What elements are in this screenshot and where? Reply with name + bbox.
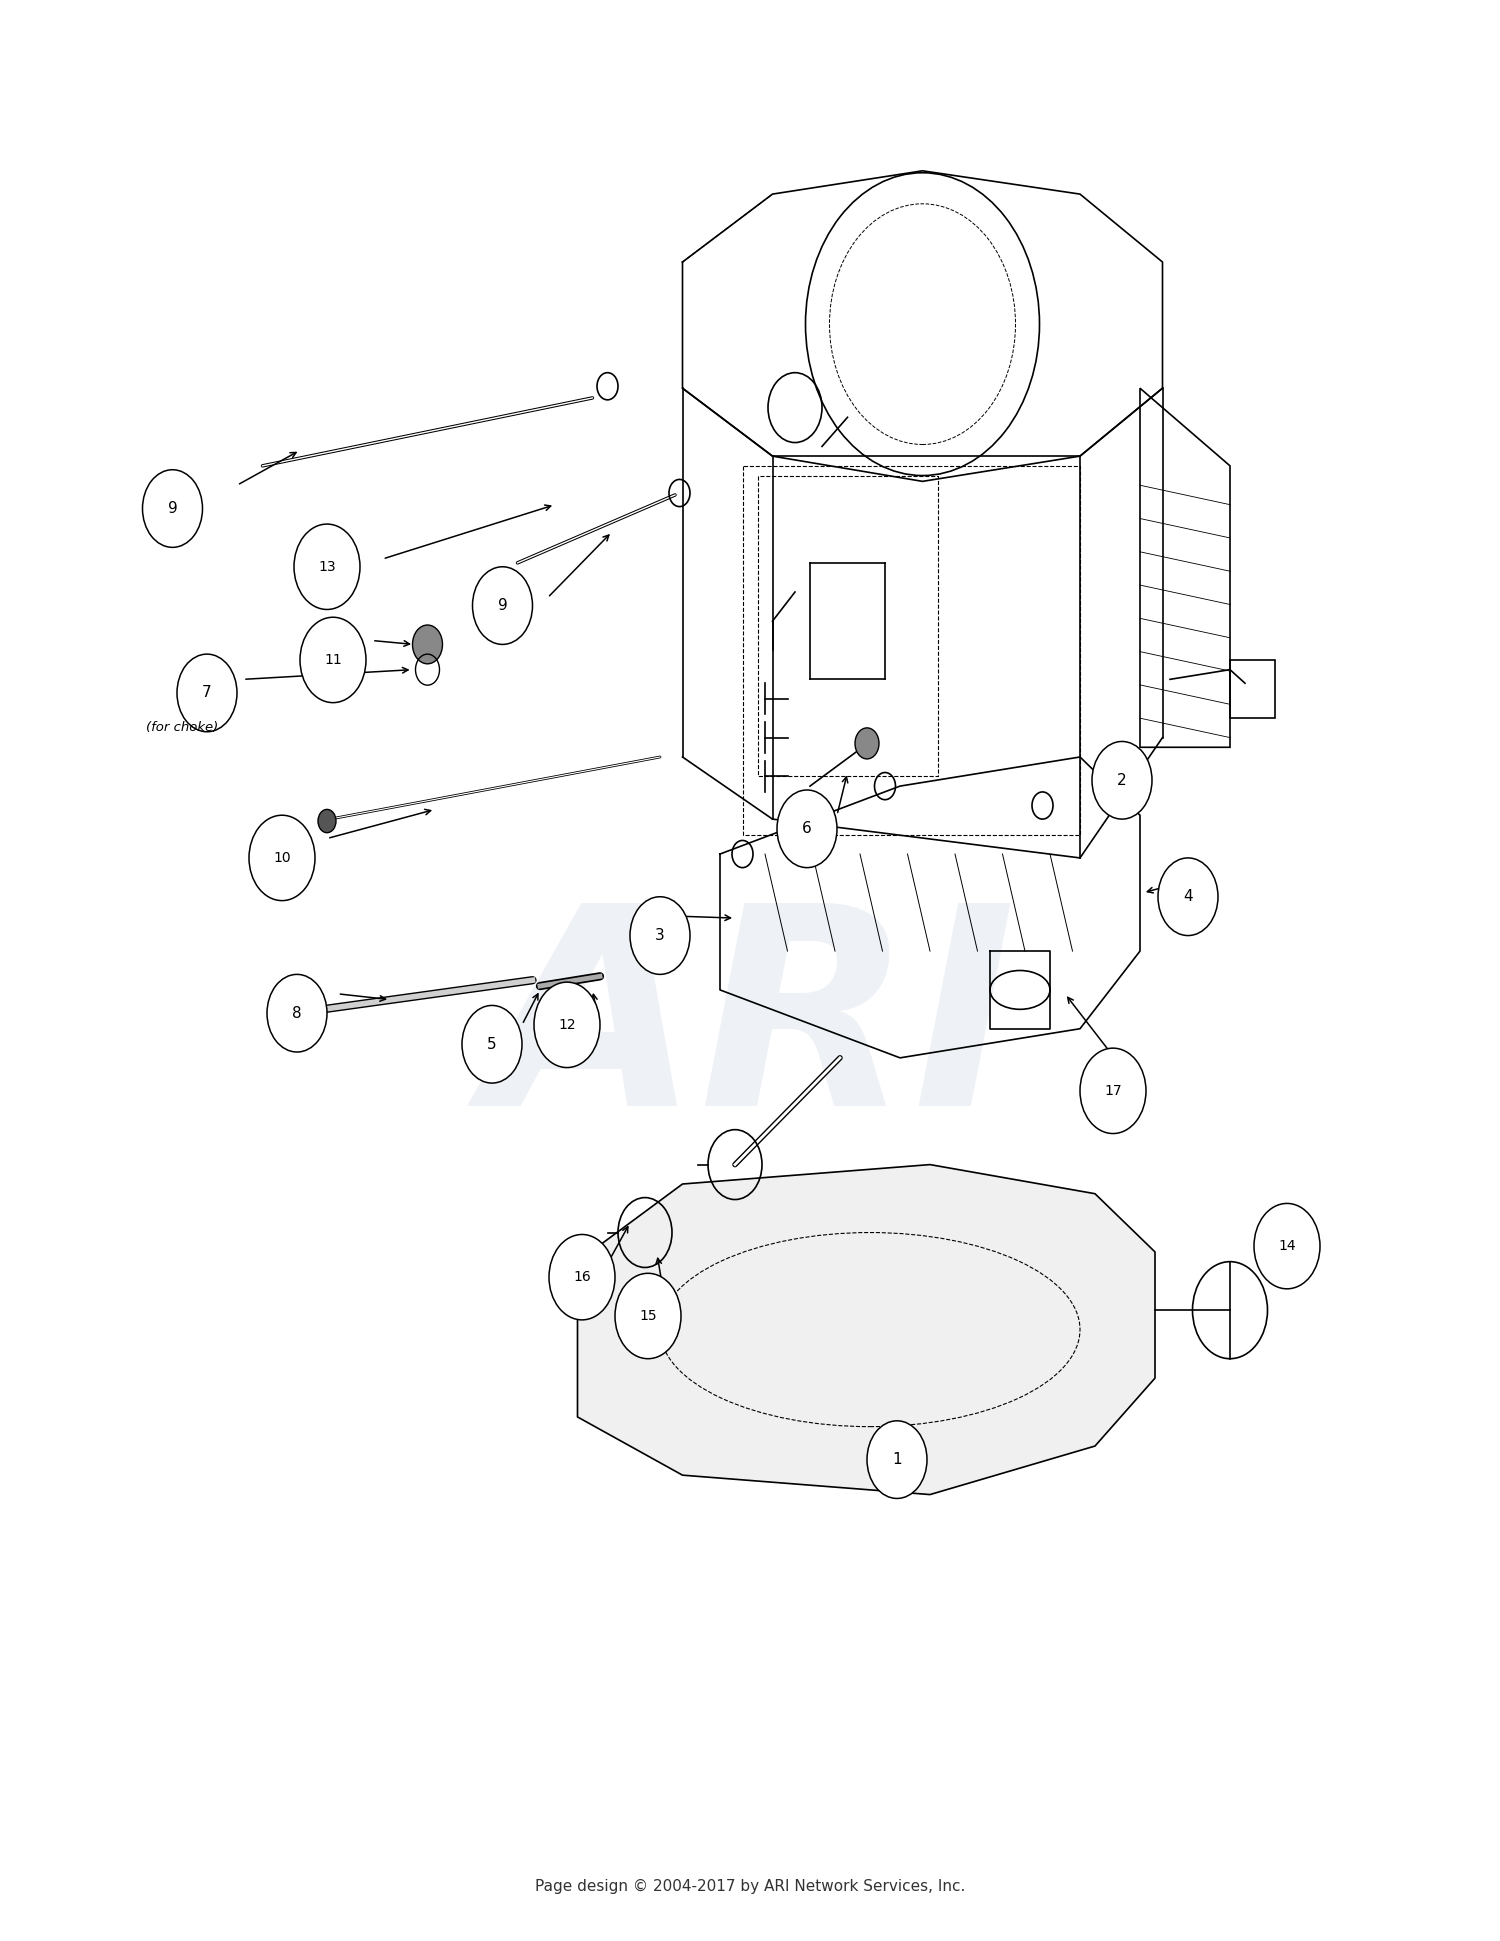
Text: 16: 16 — [573, 1269, 591, 1285]
Text: 7: 7 — [202, 685, 211, 701]
Circle shape — [318, 809, 336, 833]
Circle shape — [413, 625, 442, 664]
Text: 15: 15 — [639, 1308, 657, 1324]
Text: 6: 6 — [802, 821, 812, 837]
Text: 14: 14 — [1278, 1238, 1296, 1254]
Text: 3: 3 — [656, 928, 664, 943]
Circle shape — [267, 974, 327, 1052]
Circle shape — [177, 654, 237, 732]
Text: 5: 5 — [488, 1036, 496, 1052]
Circle shape — [1158, 858, 1218, 936]
Text: 8: 8 — [292, 1005, 302, 1021]
Text: Page design © 2004-2017 by ARI Network Services, Inc.: Page design © 2004-2017 by ARI Network S… — [536, 1879, 964, 1894]
Circle shape — [300, 617, 366, 703]
Text: 9: 9 — [498, 598, 507, 613]
Circle shape — [630, 897, 690, 974]
Text: 11: 11 — [324, 652, 342, 668]
Circle shape — [549, 1234, 615, 1320]
Bar — [1230, 660, 1275, 718]
Text: 10: 10 — [273, 850, 291, 866]
Circle shape — [615, 1273, 681, 1359]
Circle shape — [1254, 1203, 1320, 1289]
Text: ARI: ARI — [484, 893, 1016, 1165]
Text: 1: 1 — [892, 1452, 902, 1467]
Circle shape — [462, 1005, 522, 1083]
Text: 13: 13 — [318, 559, 336, 575]
Circle shape — [855, 728, 879, 759]
Text: 12: 12 — [558, 1017, 576, 1033]
Text: 9: 9 — [168, 501, 177, 516]
Circle shape — [1080, 1048, 1146, 1134]
Circle shape — [249, 815, 315, 901]
Text: 17: 17 — [1104, 1083, 1122, 1099]
Circle shape — [867, 1421, 927, 1498]
Circle shape — [472, 567, 532, 644]
Text: (for choke): (for choke) — [146, 722, 218, 734]
Circle shape — [1092, 741, 1152, 819]
Circle shape — [142, 470, 202, 547]
Circle shape — [534, 982, 600, 1068]
Circle shape — [294, 524, 360, 609]
Circle shape — [777, 790, 837, 868]
Text: 4: 4 — [1184, 889, 1192, 905]
Polygon shape — [578, 1165, 1155, 1495]
Text: 2: 2 — [1118, 773, 1126, 788]
